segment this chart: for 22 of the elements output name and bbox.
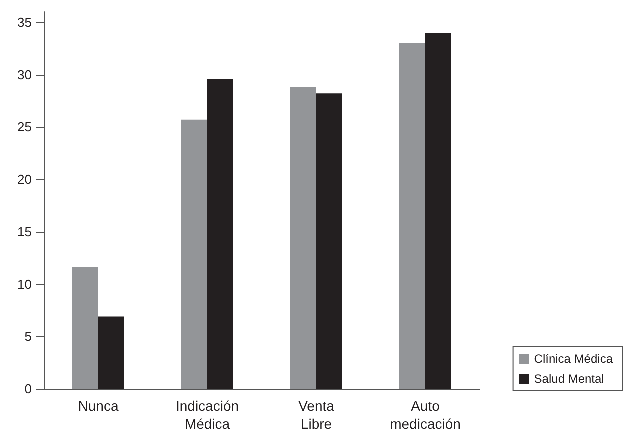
y-tick-label: 10 [18,276,32,292]
legend-label: Clínica Médica [534,352,614,366]
y-tick-label: 0 [24,382,32,396]
bar [182,120,208,389]
bar [400,43,426,389]
y-tick-label: 15 [18,224,32,240]
x-tick-label: Auto medicación [390,398,461,432]
legend-label: Salud Mental [534,372,604,386]
y-tick-label: 20 [18,172,32,188]
x-tick-label: Indicación Médica [176,398,240,432]
bar [208,79,234,389]
x-tick-label: Venta Libre [298,398,335,432]
bar [290,87,316,389]
y-tick-label: 25 [18,120,32,135]
y-tick-label: 5 [24,329,32,344]
y-tick-label: 30 [18,67,32,82]
x-tick-label: Nunca [78,398,119,414]
bar [98,316,124,389]
bar [316,94,342,389]
bar [426,32,452,389]
y-tick-label: 35 [18,14,32,30]
bar [72,268,98,389]
